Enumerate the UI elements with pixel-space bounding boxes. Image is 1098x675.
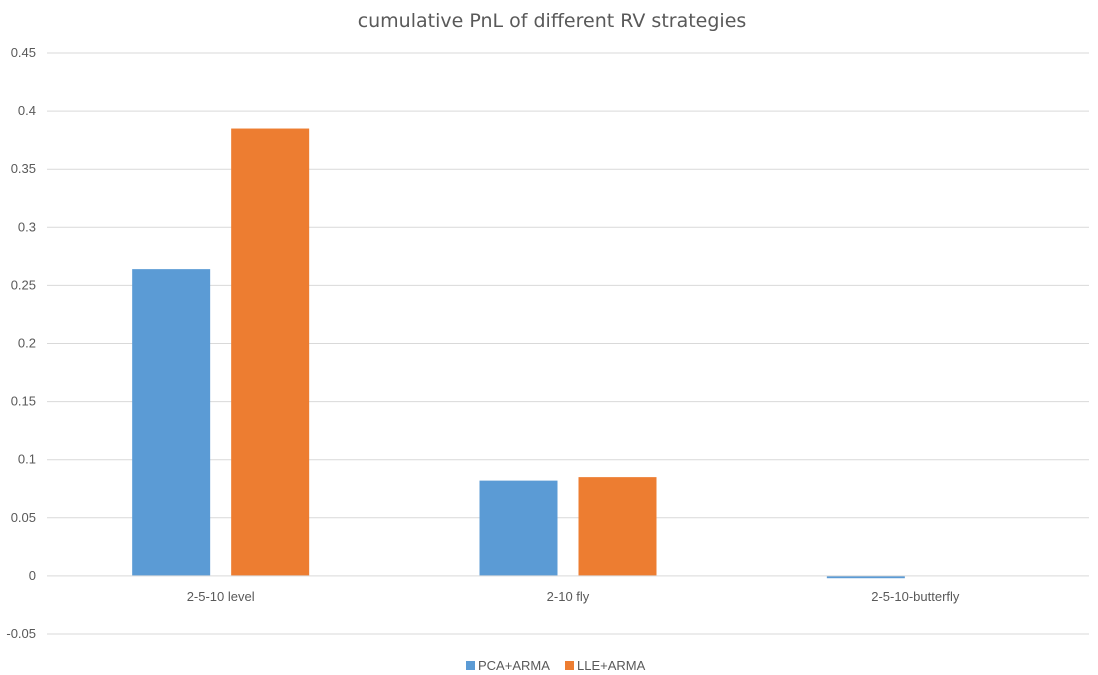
y-tick-label: 0.1 xyxy=(18,452,36,467)
bars xyxy=(132,128,905,579)
x-category-label: 2-5-10-butterfly xyxy=(871,589,960,604)
y-tick-label: 0.3 xyxy=(18,219,36,234)
y-tick-label: 0.45 xyxy=(11,45,36,60)
bar-pca-arma-2 xyxy=(479,480,558,576)
legend-swatch xyxy=(565,661,574,670)
y-tick-label: 0.05 xyxy=(11,510,36,525)
y-tick-label: -0.05 xyxy=(6,626,36,641)
y-tick-label: 0.15 xyxy=(11,394,36,409)
bar-pca-arma-1 xyxy=(132,269,211,576)
x-category-label: 2-10 fly xyxy=(547,589,590,604)
legend-label: PCA+ARMA xyxy=(478,658,550,673)
bar-pca-arma-3 xyxy=(826,575,905,579)
y-tick-label: 0 xyxy=(29,568,36,583)
legend-swatch xyxy=(466,661,475,670)
y-tick-label: 0.35 xyxy=(11,161,36,176)
chart-title: cumulative PnL of different RV strategie… xyxy=(358,10,747,32)
y-axis-tick-labels: 0.45 0.4 0.35 0.3 0.25 0.2 0.15 0.1 0.05 0 -0.05 xyxy=(6,45,36,641)
y-tick-label: 0.25 xyxy=(11,277,36,292)
bar-lle-arma-2 xyxy=(578,477,657,576)
legend-label: LLE+ARMA xyxy=(577,658,646,673)
y-tick-label: 0.2 xyxy=(18,336,36,351)
x-axis-category-labels: 2-5-10 level 2-10 fly 2-5-10-butterfly xyxy=(187,589,960,604)
legend: PCA+ARMA LLE+ARMA xyxy=(466,658,646,673)
y-tick-label: 0.4 xyxy=(18,103,36,118)
x-category-label: 2-5-10 level xyxy=(187,589,255,604)
gridlines xyxy=(47,52,1089,635)
bar-lle-arma-1 xyxy=(231,128,310,576)
